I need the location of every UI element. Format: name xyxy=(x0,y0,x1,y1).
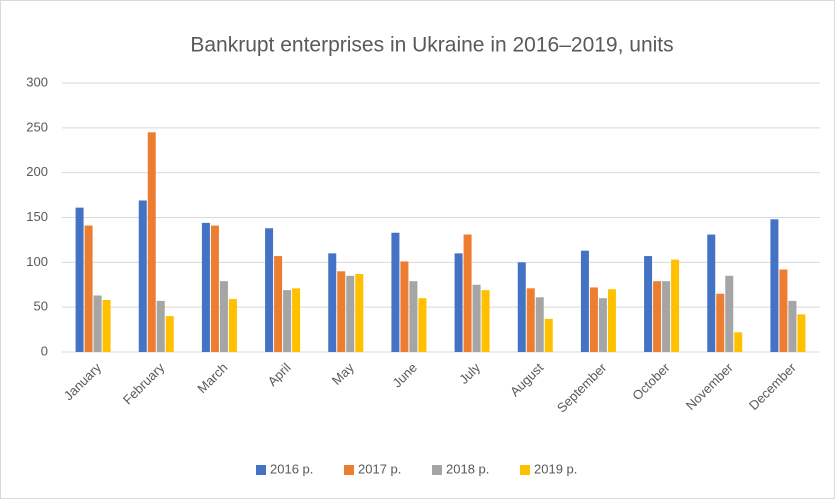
bar xyxy=(84,225,93,352)
legend-swatch xyxy=(432,465,442,475)
bar xyxy=(228,299,237,352)
bar xyxy=(481,290,490,352)
legend-swatch xyxy=(344,465,354,475)
bar xyxy=(75,207,84,352)
legend-swatch xyxy=(256,465,266,475)
bar xyxy=(274,256,283,352)
bar xyxy=(337,271,346,352)
bar xyxy=(779,269,788,352)
bar xyxy=(102,299,111,352)
bar xyxy=(265,228,274,352)
y-tick-label: 0 xyxy=(41,343,48,358)
bar xyxy=(662,281,671,352)
y-tick-label: 300 xyxy=(26,74,48,89)
bar xyxy=(210,225,219,352)
bar xyxy=(93,295,102,352)
bar xyxy=(201,222,210,352)
bar xyxy=(589,287,598,352)
bar xyxy=(346,275,355,352)
bar xyxy=(400,261,409,352)
legend-label: 2017 p. xyxy=(358,461,401,476)
bar xyxy=(292,288,301,352)
bar xyxy=(797,314,806,352)
bar xyxy=(463,234,472,352)
bar xyxy=(418,298,427,352)
legend-label: 2019 p. xyxy=(534,461,577,476)
bar xyxy=(607,289,616,352)
bar xyxy=(653,281,662,352)
bar xyxy=(156,300,165,352)
bar xyxy=(355,273,364,352)
legend-swatch xyxy=(520,465,530,475)
legend-label: 2018 p. xyxy=(446,461,489,476)
y-tick-label: 150 xyxy=(26,209,48,224)
bar xyxy=(671,259,680,352)
bar xyxy=(526,288,535,352)
bar xyxy=(472,284,481,352)
bar xyxy=(580,250,589,352)
bar xyxy=(409,281,418,352)
bar xyxy=(707,234,716,352)
y-tick-label: 100 xyxy=(26,254,48,269)
bar xyxy=(147,132,156,352)
bar xyxy=(788,300,797,352)
y-tick-label: 50 xyxy=(34,299,48,314)
bar xyxy=(716,293,725,352)
bar xyxy=(283,290,292,352)
y-tick-label: 250 xyxy=(26,119,48,134)
bar xyxy=(544,318,553,352)
bar xyxy=(219,281,228,352)
bar xyxy=(725,275,734,352)
bar xyxy=(770,219,779,352)
bar xyxy=(598,298,607,352)
bar xyxy=(734,332,743,352)
bar xyxy=(535,297,544,352)
bar xyxy=(328,253,337,352)
bar xyxy=(454,253,463,352)
chart-title: Bankrupt enterprises in Ukraine in 2016–… xyxy=(190,34,673,57)
bar xyxy=(165,316,174,352)
legend-label: 2016 p. xyxy=(270,461,313,476)
bar xyxy=(138,200,147,352)
y-tick-label: 200 xyxy=(26,164,48,179)
bar xyxy=(391,232,400,352)
bar xyxy=(517,262,526,352)
bar xyxy=(644,256,653,352)
